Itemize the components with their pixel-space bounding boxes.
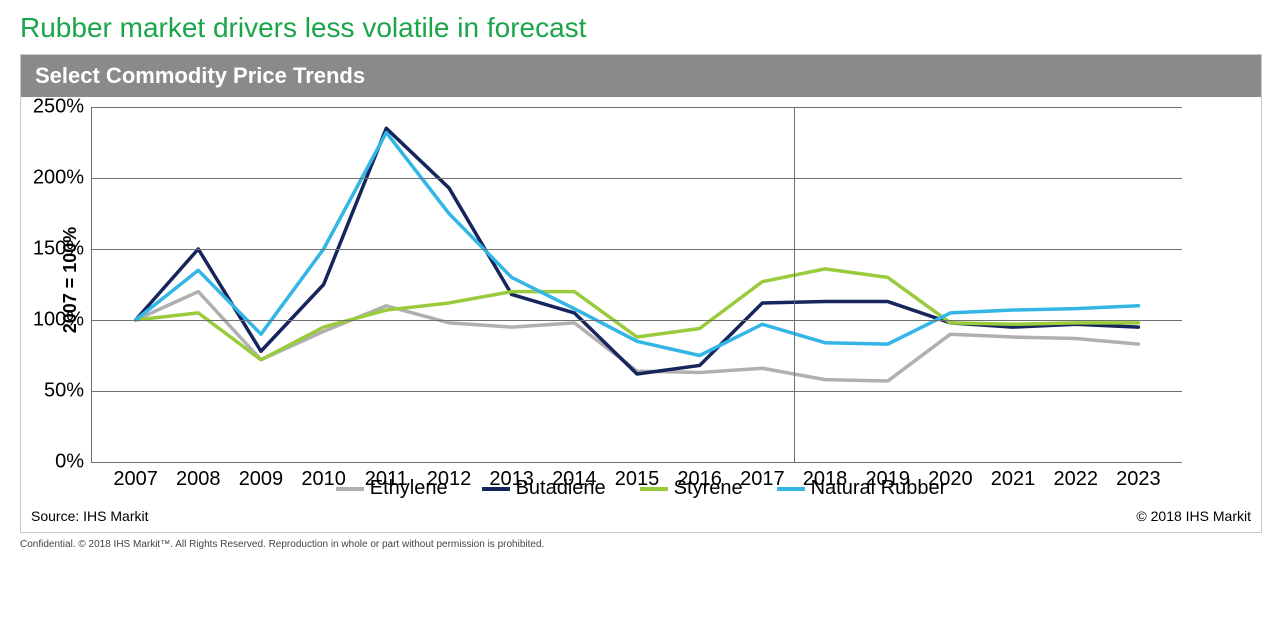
confidential-text: Confidential. © 2018 IHS Markit™. All Ri… [20, 533, 1260, 550]
xtick-label: 2015 [615, 462, 660, 491]
copyright-text: © 2018 IHS Markit [1136, 508, 1251, 524]
xtick-label: 2011 [365, 462, 408, 491]
xtick-label: 2010 [301, 462, 346, 491]
chart-footer: Source: IHS Markit © 2018 IHS Markit [21, 504, 1261, 532]
xtick-label: 2023 [1116, 462, 1161, 491]
gridline [92, 178, 1182, 179]
xtick-label: 2014 [552, 462, 597, 491]
xtick-label: 2018 [803, 462, 848, 491]
ytick-label: 250% [33, 96, 92, 119]
gridline [92, 320, 1182, 321]
xtick-label: 2009 [239, 462, 284, 491]
ytick-label: 150% [33, 238, 92, 261]
xtick-label: 2007 [113, 462, 158, 491]
xtick-label: 2016 [677, 462, 722, 491]
lines-svg [92, 107, 1182, 462]
xtick-label: 2008 [176, 462, 221, 491]
xtick-label: 2022 [1053, 462, 1098, 491]
chart-wrap: 2007 = 100% 0%50%100%150%200%250%2007200… [21, 97, 1261, 463]
ytick-label: 0% [55, 451, 92, 474]
source-text: Source: IHS Markit [31, 508, 148, 524]
gridline [92, 249, 1182, 250]
xtick-label: 2019 [865, 462, 910, 491]
forecast-divider [794, 107, 795, 462]
ytick-label: 200% [33, 167, 92, 190]
page-title: Rubber market drivers less volatile in f… [20, 12, 1260, 44]
xtick-label: 2021 [991, 462, 1036, 491]
plot-container: 0%50%100%150%200%250%2007200820092010201… [91, 107, 1251, 463]
gridline [92, 391, 1182, 392]
xtick-label: 2017 [740, 462, 785, 491]
gridline [92, 107, 1182, 108]
series-line [136, 269, 1139, 360]
ytick-label: 100% [33, 309, 92, 332]
xtick-label: 2020 [928, 462, 973, 491]
plot-area: 0%50%100%150%200%250%2007200820092010201… [91, 107, 1182, 463]
xtick-label: 2013 [489, 462, 534, 491]
ytick-label: 50% [44, 380, 92, 403]
page-root: Rubber market drivers less volatile in f… [0, 0, 1280, 632]
xtick-label: 2012 [427, 462, 472, 491]
panel-header: Select Commodity Price Trends [21, 55, 1261, 97]
chart-panel: Select Commodity Price Trends 2007 = 100… [20, 54, 1262, 533]
